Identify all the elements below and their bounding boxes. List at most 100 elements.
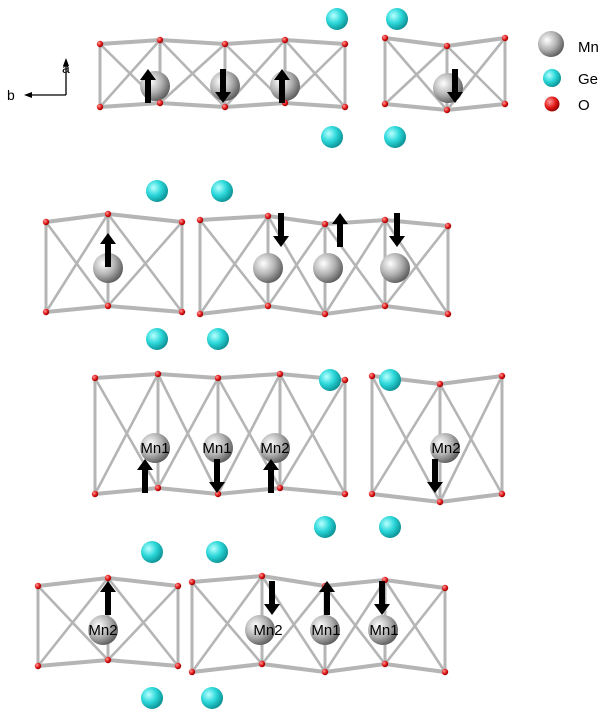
mn-atom <box>253 253 283 283</box>
spin-arrow-head <box>100 581 116 592</box>
mn-o-bond <box>383 102 449 112</box>
ge-atom <box>321 126 343 148</box>
mn-o-bond <box>260 574 327 588</box>
mn-o-bond <box>106 212 184 224</box>
oxygen-atom <box>258 572 266 580</box>
site-label: Mn2 <box>431 440 460 457</box>
spin-arrow-head <box>263 459 279 470</box>
site-label: Mn1 <box>369 622 398 639</box>
oxygen-atom <box>341 490 349 498</box>
mn-o-bond <box>190 574 264 584</box>
legend-ge-swatch <box>543 69 561 87</box>
mn-o-bond <box>323 218 387 316</box>
spin-arrow-shaft <box>269 581 275 605</box>
mn-o-bond <box>190 662 264 674</box>
spin-arrow-head <box>319 581 335 592</box>
site-label: Mn1 <box>311 622 340 639</box>
mn-o-bond <box>190 574 264 674</box>
spin-arrow-head <box>140 69 156 80</box>
mn-atom <box>433 73 463 103</box>
mn-o-bond <box>383 586 447 666</box>
mn-o-bond <box>156 486 220 496</box>
mn-o-bond <box>36 576 110 668</box>
oxygen-atom <box>188 668 196 676</box>
oxygen-atom <box>436 380 444 388</box>
oxygen-atom <box>156 99 164 107</box>
spin-arrow-head <box>332 213 348 224</box>
mn-o-bond <box>93 372 160 380</box>
oxygen-atom <box>436 498 444 506</box>
mn-o-bond <box>370 492 442 504</box>
spin-down-arrow <box>389 213 405 247</box>
ge-atom <box>326 8 348 30</box>
ge-atom <box>211 180 233 202</box>
ge-atom <box>384 126 406 148</box>
mn-o-bond <box>323 304 387 316</box>
oxygen-atom <box>264 212 272 220</box>
site-label: Mn2 <box>260 440 289 457</box>
mn-o-bond <box>323 578 387 588</box>
spin-arrow-shaft <box>452 69 458 93</box>
oxygen-atom <box>214 374 222 382</box>
oxygen-atom <box>368 490 376 498</box>
bond-layer <box>36 36 507 674</box>
site-label: Mn2 <box>88 622 117 639</box>
oxygen-atom <box>444 310 452 318</box>
a-axis-label: a <box>62 60 70 76</box>
oxygen-atom <box>321 310 329 318</box>
spin-arrow-shaft <box>268 469 274 493</box>
b-axis-arrowhead <box>24 92 32 98</box>
oxygen-atom <box>276 484 284 492</box>
mn-o-bond <box>383 304 450 316</box>
spin-down-arrow <box>264 581 280 615</box>
spin-arrow-head <box>389 236 405 247</box>
legend-mn-label: Mn <box>578 39 599 56</box>
mn-o-bond <box>106 576 180 588</box>
spin-up-arrow <box>319 581 335 615</box>
oxygen-atom <box>104 574 112 582</box>
mn-o-bond <box>370 382 442 496</box>
ge-atom <box>146 328 168 350</box>
mn-o-bond <box>323 578 387 674</box>
oxygen-atom <box>174 582 182 590</box>
oxygen-atom <box>381 660 389 668</box>
oxygen-atom <box>441 668 449 676</box>
mn-o-bond <box>198 214 270 316</box>
spin-up-arrow <box>332 213 348 247</box>
mn-o-bond <box>223 101 287 109</box>
mn-o-bond <box>44 212 110 314</box>
mn-o-bond <box>266 222 327 308</box>
spin-arrow-shaft <box>214 459 220 483</box>
mn-o-bond <box>216 372 282 496</box>
oxygen-atom <box>104 302 112 310</box>
oxygen-atom <box>221 40 229 48</box>
oxygen-atom <box>42 308 50 316</box>
site-label: Mn2 <box>253 622 282 639</box>
mn-o-bond <box>106 658 180 668</box>
oxygen-atom <box>154 370 162 378</box>
oxygen-atom <box>281 36 289 44</box>
spin-up-arrow <box>100 233 116 267</box>
spin-arrow-head <box>215 92 231 103</box>
oxygen-atom <box>258 660 266 668</box>
oxygen-atom <box>498 490 506 498</box>
spin-arrow-shaft <box>279 79 285 103</box>
mn-o-bond <box>36 576 110 588</box>
mn-atom <box>430 433 460 463</box>
oxygen-atom <box>381 34 389 42</box>
ge-atom <box>314 516 336 538</box>
oxygen-atom <box>276 370 284 378</box>
mn-o-bond <box>106 220 184 308</box>
legend-o-swatch <box>544 96 560 112</box>
spin-down-arrow <box>215 69 231 103</box>
spin-up-arrow <box>137 459 153 493</box>
ge-atom <box>146 180 168 202</box>
oxygen-atom <box>104 656 112 664</box>
mn-atom <box>368 615 398 645</box>
mn-o-bond <box>106 304 184 314</box>
oxygen-atom <box>441 584 449 592</box>
oxygen-atom <box>341 40 349 48</box>
spin-arrow-head <box>273 236 289 247</box>
spin-arrow-shaft <box>379 581 385 605</box>
